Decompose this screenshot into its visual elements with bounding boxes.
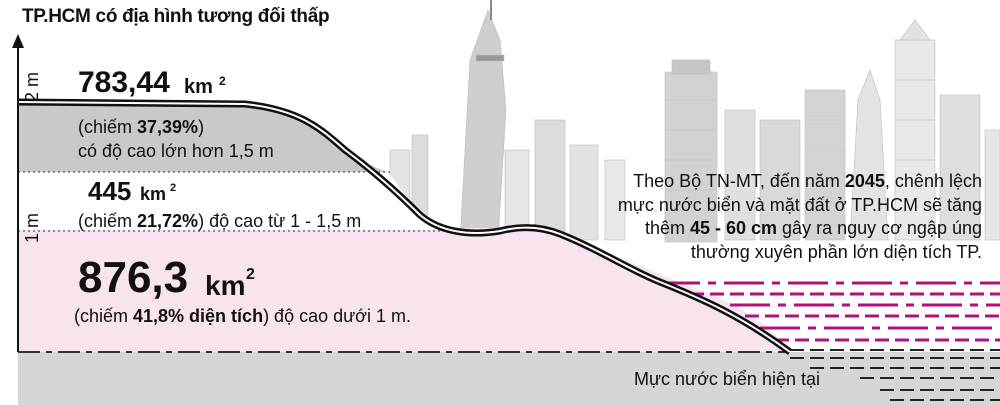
zone-low-unit-exp: 2 xyxy=(246,266,255,283)
future-sea-level-lines xyxy=(660,281,1000,342)
zone-mid xyxy=(18,172,450,230)
axis-label-1m: 1 m xyxy=(22,212,42,243)
zone-low-desc: (chiếm 41,8% diện tích) độ cao dưới 1 m. xyxy=(74,306,411,326)
zone-mid-unit: km xyxy=(140,184,167,204)
zone-low-unit: km xyxy=(205,270,246,301)
axis-label-2m: 2 m xyxy=(22,71,42,102)
zone-high-desc: có độ cao lớn hơn 1,5 m xyxy=(78,141,274,161)
zone-high-area: 783,44 xyxy=(78,66,170,99)
zone-mid-desc: (chiếm 21,72%) độ cao từ 1 - 1,5 m xyxy=(78,211,362,231)
sea-hatch xyxy=(790,349,1000,401)
zone-low xyxy=(18,228,790,352)
page-title: TP.HCM có địa hình tương đối thấp xyxy=(22,6,330,27)
zone-high-percent: (chiếm 37,39%) xyxy=(78,117,205,137)
zone-mid-unit-exp: 2 xyxy=(170,182,177,194)
zone-mid-area: 445 xyxy=(88,176,132,206)
zone-high-unit: km xyxy=(184,76,213,98)
sea-level-label: Mực nước biển hiện tại xyxy=(634,369,820,389)
city-skyline-illustration xyxy=(389,0,1000,243)
forecast-note: Theo Bộ TN-MT, đến năm 2045, chênh lệch … xyxy=(617,171,982,262)
sea-band xyxy=(18,352,1000,405)
zone-high-unit-exp: 2 xyxy=(219,74,226,88)
up-arrow-icon xyxy=(12,34,24,48)
zone-low-area: 876,3 xyxy=(78,253,189,302)
